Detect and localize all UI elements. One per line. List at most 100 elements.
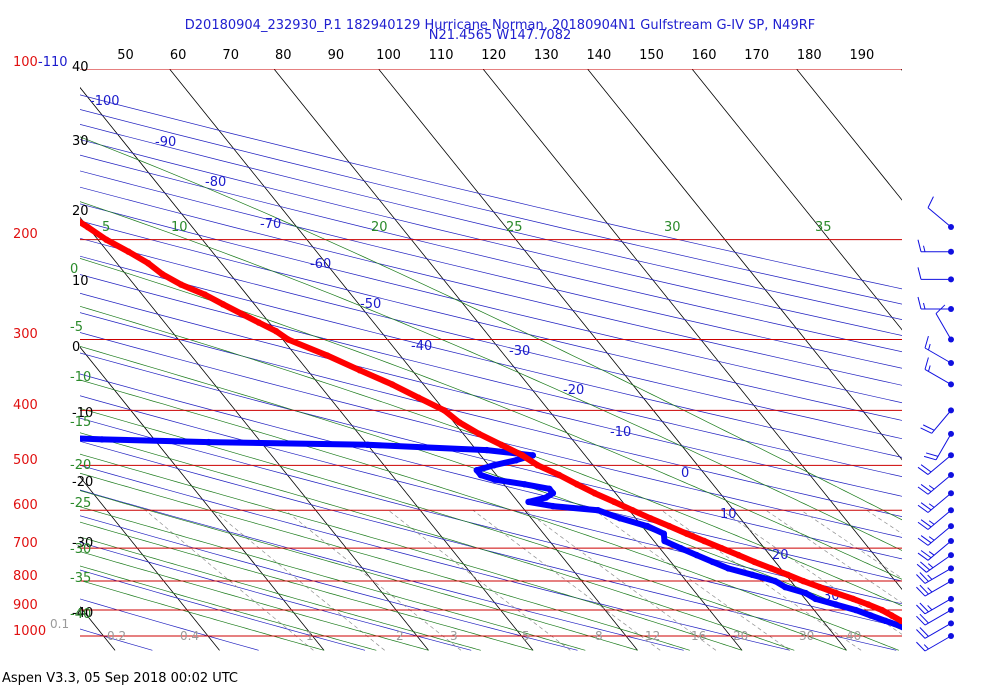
pressure-tick-label: 500	[13, 453, 38, 468]
isotherm-line	[691, 69, 902, 331]
dry-adiabat-line	[80, 170, 902, 369]
theta-e-label: 35	[815, 220, 832, 235]
mixing-ratio-label: 2	[396, 629, 404, 643]
dewpoint-profile-point	[17, 425, 23, 431]
chart-title: D20180904_232930_P.1 182940129 Hurricane…	[185, 18, 815, 33]
dewpoint-profile-point	[594, 507, 602, 514]
temperature-profile-point	[800, 577, 807, 585]
dewpoint-profile-point	[709, 558, 716, 566]
moist-adiabat-line	[80, 346, 902, 631]
pressure-tick-label: 600	[13, 498, 38, 513]
temperature-profile-point	[735, 551, 742, 559]
wind-barb	[916, 607, 954, 626]
top-temperature-tick: 100	[376, 48, 401, 63]
temperature-profile-point	[145, 260, 152, 267]
wind-barb	[927, 196, 954, 231]
mixing-ratio-label: 3	[450, 629, 458, 643]
dewpoint-profile-point	[832, 601, 839, 608]
temperature-profile-point	[498, 441, 505, 448]
temperature-profile-point	[272, 328, 280, 335]
left-theta-e-label: -40	[70, 607, 91, 622]
dewpoint-profile-point	[521, 481, 528, 488]
dewpoint-profile-point	[542, 494, 550, 501]
top-temperature-tick: 60	[170, 48, 187, 63]
dewpoint-profile-point	[867, 612, 874, 619]
temperature-profile-line	[80, 218, 902, 625]
temperature-profile-point	[456, 419, 463, 426]
pressure-tick-label: 300	[13, 327, 38, 342]
left-theta-e-label: -20	[70, 458, 91, 473]
mixing-ratio-line	[765, 509, 902, 604]
dewpoint-profile-point	[725, 565, 732, 572]
theta-label: 20	[772, 548, 789, 563]
dry-adiabat-line	[80, 332, 902, 538]
mixing-ratio-line	[472, 509, 661, 651]
mixing-ratio-line	[800, 509, 902, 579]
top-temperature-tick: 190	[849, 48, 874, 63]
theta-label: -100	[90, 94, 120, 109]
temperature-profile-point	[356, 367, 364, 374]
dewpoint-profile-point	[529, 452, 536, 459]
top-temperature-tick: 80	[275, 48, 292, 63]
temperature-profile-point	[555, 471, 563, 479]
dewpoint-profile-point	[205, 438, 212, 446]
temperature-profile-point	[878, 606, 886, 614]
pressure-tick-label: 700	[13, 536, 38, 551]
mixing-ratio-line	[721, 509, 902, 635]
dry-adiabat-line	[80, 395, 902, 605]
wind-barb	[916, 620, 954, 639]
wind-barb	[917, 296, 954, 312]
wind-barb	[917, 507, 954, 530]
wind-barb	[924, 335, 954, 366]
isotherm-line	[80, 346, 325, 651]
temperature-profile-point	[323, 352, 331, 359]
temperature-profile-point	[768, 565, 775, 572]
temperature-profile-point	[647, 515, 654, 522]
dewpoint-profile-point	[491, 476, 499, 483]
mixing-ratio-label: 16	[691, 629, 706, 643]
dry-adiabat-line	[80, 352, 902, 560]
mixing-ratio-line	[525, 509, 717, 651]
temperature-profile-point	[284, 336, 292, 343]
temperature-profile-point	[219, 301, 227, 308]
moist-adiabat-line	[80, 551, 429, 651]
theta-label: -20	[563, 383, 584, 398]
dry-adiabat-line	[80, 255, 902, 458]
temperature-profile-point	[63, 211, 69, 217]
wind-barb	[920, 407, 954, 434]
temperature-profile-point	[666, 522, 673, 530]
moist-adiabat-line	[80, 305, 902, 607]
temperature-profile-point	[388, 381, 396, 388]
dry-adiabat-line	[80, 154, 902, 353]
pressure-extra-label: -110	[38, 55, 68, 70]
mixing-ratio-label: 30	[799, 629, 814, 643]
isotherm-line	[169, 69, 638, 651]
left-temperature-tick: 20	[72, 204, 89, 219]
dry-adiabat-line	[80, 109, 902, 305]
pressure-tick-label: 200	[13, 227, 38, 242]
left-theta-e-label: -10	[70, 370, 91, 385]
dewpoint-profile-point	[32, 431, 38, 437]
mixing-ratio-label: 12	[645, 629, 660, 643]
dewpoint-profile-point	[477, 471, 484, 479]
temperature-profile-point	[159, 270, 166, 278]
dry-adiabat-line	[80, 94, 902, 290]
dewpoint-profile-point	[812, 595, 819, 603]
wind-barb	[917, 490, 954, 513]
left-temperature-tick: 30	[72, 134, 89, 149]
temperature-profile-point	[784, 571, 791, 578]
dewpoint-profile-point	[28, 419, 34, 425]
temperature-profile-point	[573, 481, 581, 488]
top-temperature-tick: 120	[481, 48, 506, 63]
wind-barb	[916, 633, 954, 652]
temperature-profile-point	[47, 204, 53, 210]
pressure-tick-label: 400	[13, 398, 38, 413]
mixing-ratio-line	[145, 509, 314, 651]
wind-barb	[923, 430, 954, 461]
pressure-tick-label: 100	[13, 55, 38, 70]
top-temperature-tick: 110	[429, 48, 454, 63]
temperature-profile-point	[177, 281, 185, 288]
theta-e-label: 20	[371, 220, 388, 235]
